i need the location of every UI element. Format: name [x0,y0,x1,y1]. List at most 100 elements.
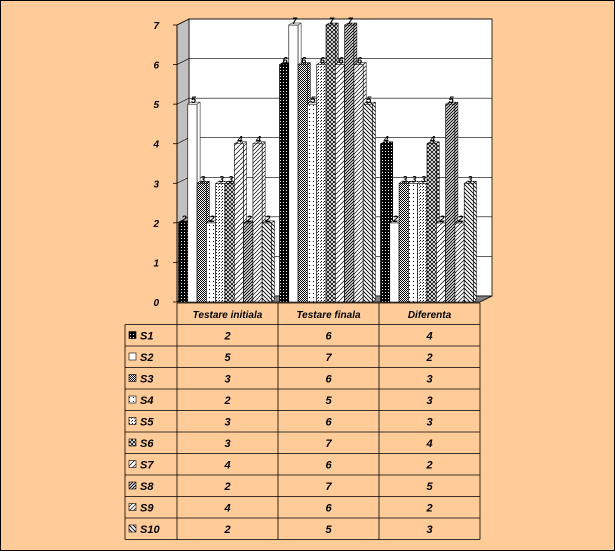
data-label-S6-1: 7 [329,16,335,26]
bar-S9-0 [252,143,263,303]
table-cell-S1-2: 4 [425,331,432,343]
table-cell-S2-2: 2 [425,352,432,364]
table-cell-S3-2: 3 [426,374,432,386]
bar-side-S10-1 [372,101,376,303]
bar-S2-0 [187,103,198,303]
table-cell-S2-1: 7 [325,352,332,364]
bar-S8-0 [243,222,254,303]
legend-label-S4: S4 [140,395,153,407]
bar-S8-2 [445,103,456,303]
bar-S7-0 [234,143,244,303]
bar-S4-2 [408,182,418,303]
data-label-S1-1: 6 [283,56,289,66]
data-label-S8-2: 5 [449,95,455,105]
table-cell-S10-0: 2 [223,524,230,536]
bar-S10-1 [362,103,373,303]
data-label-S7-1: 6 [338,56,344,66]
bar-S5-2 [417,182,428,303]
bar-S1-2 [380,143,391,303]
x-category-label: Testare finala [296,310,361,321]
data-label-S8-0: 2 [246,214,252,224]
table-cell-S7-1: 6 [325,460,332,472]
legend-key-S5 [128,417,137,425]
legend-label-S10: S10 [140,524,160,536]
legend-label-S2: S2 [140,352,153,364]
legend-label-S6: S6 [140,438,154,450]
data-label-S4-2: 3 [412,174,417,184]
table-cell-S9-2: 2 [425,503,432,515]
data-label-S2-0: 5 [191,95,197,105]
data-label-S1-2: 4 [383,135,389,145]
table-cell-S6-0: 3 [224,438,230,450]
gridline [176,18,492,26]
bar-S6-0 [224,182,235,303]
table-cell-S4-2: 3 [426,395,432,407]
bar-S7-1 [334,64,345,303]
table-cell-S8-2: 5 [426,481,433,493]
data-label-S4-1: 5 [311,95,317,105]
bar-S6-1 [325,24,336,303]
x-category-label: Diferenta [408,310,452,321]
table-cell-S10-2: 3 [426,524,432,536]
y-tick-label: 0 [153,298,159,309]
data-label-S1-0: 2 [181,214,187,224]
legend-key-S10 [128,524,137,533]
gridline [176,58,492,65]
data-label-S3-1: 6 [301,56,307,66]
table-cell-S10-1: 5 [325,524,332,536]
table-cell-S5-1: 6 [325,417,332,429]
table-cell-S1-1: 6 [325,331,332,343]
legend-label-S9: S9 [140,503,154,515]
bar-S1-0 [178,222,189,303]
table-cell-S6-1: 7 [325,438,332,450]
data-label-S2-1: 7 [292,16,298,26]
data-label-S5-0: 3 [219,174,224,184]
bar-S3-0 [196,182,207,303]
legend-key-S7 [128,460,137,468]
bar-S9-2 [454,222,465,303]
table-cell-S4-0: 2 [223,395,230,407]
data-label-S6-0: 3 [228,174,233,184]
bar-S8-1 [344,24,355,303]
bar-S4-0 [206,222,216,303]
table-cell-S1-0: 2 [223,331,230,343]
data-label-S5-2: 3 [421,174,426,184]
table-cell-S3-1: 6 [325,374,332,386]
table-cell-S9-0: 4 [223,503,230,515]
legend-key-S9 [128,503,137,511]
data-label-S9-2: 2 [457,214,463,224]
table-cell-S7-0: 4 [223,460,230,472]
bar-side-S10-2 [473,180,477,303]
legend-key-S2 [128,352,137,361]
table-cell-S4-1: 5 [325,395,332,407]
y-tick-label: 3 [153,179,159,190]
data-label-S2-2: 2 [392,214,398,224]
bar-S10-0 [261,222,272,303]
bar-S4-1 [307,103,317,303]
legend-label-S7: S7 [140,460,154,472]
data-label-S5-1: 6 [320,56,326,66]
table-cell-S8-1: 7 [325,481,332,493]
table-cell-S9-1: 6 [325,503,332,515]
data-label-S7-2: 2 [438,214,444,224]
y-tick-label: 4 [152,140,159,151]
gridline [176,97,492,105]
legend-key-S8 [128,481,137,490]
legend-key-S3 [128,374,137,382]
data-label-S6-2: 4 [429,135,435,145]
bar-S2-1 [288,24,299,303]
legend-label-S5: S5 [140,417,154,429]
data-label-S10-2: 3 [467,174,472,184]
bar-S6-2 [426,143,437,303]
bar-S9-1 [353,64,364,303]
legend-label-S3: S3 [140,374,153,386]
data-label-S4-0: 2 [209,214,215,224]
bar-S3-2 [398,182,409,303]
bar-S1-1 [279,64,290,303]
y-tick-label: 5 [153,100,159,111]
data-label-S3-0: 3 [200,174,205,184]
x-category-label: Testare initiala [193,310,263,321]
table-cell-S2-0: 5 [224,352,231,364]
data-label-S9-1: 6 [357,56,363,66]
